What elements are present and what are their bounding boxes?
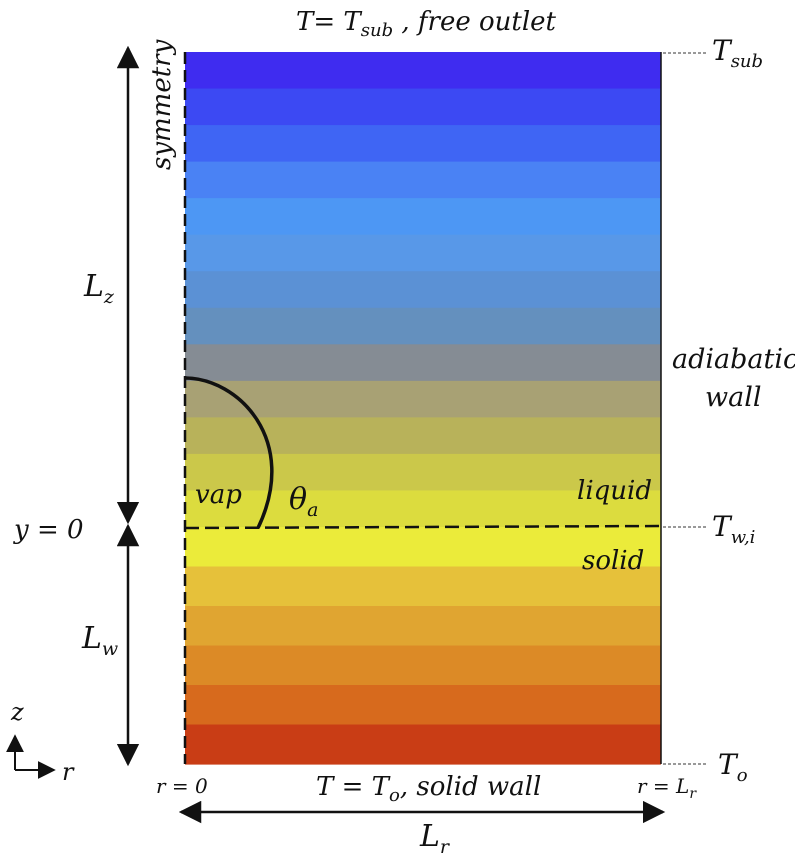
axis-z-label: z: [10, 698, 24, 726]
coordinate-axes-icon: [5, 734, 56, 779]
solid-label: solid: [582, 546, 644, 576]
r0-label: r = 0: [156, 774, 208, 798]
liquid-temperature-band: [185, 344, 661, 382]
liquid-temperature-band: [185, 417, 661, 455]
adiabatic-label-line2: wall: [705, 382, 761, 413]
lr-label: Lr: [419, 819, 451, 857]
solid-temperature-band: [185, 724, 661, 765]
liquid-temperature-band: [185, 307, 661, 345]
liquid-temperature-band: [185, 380, 661, 418]
temperature-bands: [185, 52, 661, 765]
vap-label: vap: [195, 480, 242, 510]
y0-label: y = 0: [13, 515, 84, 545]
liquid-label: liquid: [577, 476, 652, 506]
solid-temperature-band: [185, 645, 661, 686]
bottom-boundary-label: T = To, solid wall: [316, 772, 541, 806]
tsub-label: Tsub: [712, 34, 763, 72]
contact-angle-label: θa: [289, 482, 318, 521]
solid-temperature-band: [185, 685, 661, 726]
liquid-temperature-band: [185, 271, 661, 309]
liquid-temperature-band: [185, 88, 661, 126]
solid-temperature-band: [185, 527, 661, 568]
top-boundary-label: T= Tsub , free outlet: [296, 7, 557, 41]
liquid-temperature-band: [185, 161, 661, 199]
lz-label: Lz: [83, 269, 115, 308]
vapor-bubble: [184, 376, 274, 529]
solid-temperature-band: [185, 606, 661, 647]
rlr-label: r = Lr: [637, 774, 697, 802]
axis-r-label: r: [62, 758, 75, 786]
liquid-temperature-band: [185, 453, 661, 492]
to-label: To: [718, 748, 748, 786]
liquid-temperature-band: [185, 52, 661, 90]
solid-temperature-band: [185, 566, 661, 607]
symmetry-label: symmetry: [147, 39, 177, 170]
liquid-temperature-band: [185, 234, 661, 272]
liquid-temperature-band: [185, 198, 661, 236]
lw-label: Lw: [81, 621, 118, 660]
twi-label: Tw,i: [712, 510, 755, 548]
adiabatic-label-line1: adiabatic: [672, 344, 795, 375]
liquid-temperature-band: [185, 125, 661, 163]
